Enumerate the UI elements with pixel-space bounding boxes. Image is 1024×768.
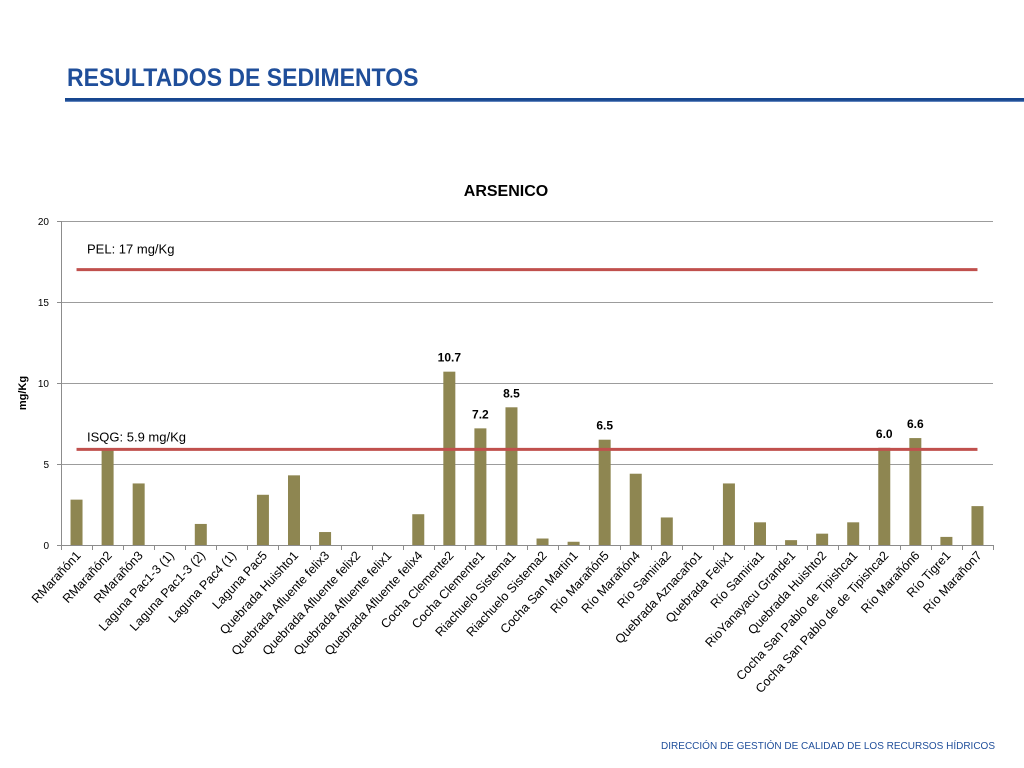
bar-17 — [567, 541, 580, 545]
chart-title: ARSENICO — [464, 183, 548, 200]
data-label-15: 8.5 — [503, 386, 520, 400]
bar-25 — [816, 533, 829, 545]
bar-19 — [629, 473, 642, 545]
title-underline — [65, 98, 1024, 102]
reference-lines: PEL: 17 mg/Kg ISQG: 5.9 mg/Kg — [76, 242, 978, 451]
bar-22 — [722, 483, 735, 545]
bar-8 — [288, 475, 300, 545]
bar-27 — [878, 447, 891, 545]
bar-24 — [785, 540, 798, 545]
bar-12 — [412, 514, 425, 545]
y-tick-label-15: 15 — [38, 298, 50, 309]
data-label-14: 7.2 — [472, 407, 489, 421]
y-tick-label-20: 20 — [38, 217, 50, 228]
bars — [70, 371, 984, 545]
bar-5 — [194, 523, 207, 545]
slide-title: RESULTADOS DE SEDIMENTOS — [67, 64, 419, 92]
bar-14 — [474, 428, 487, 545]
bar-30 — [971, 506, 984, 545]
bar-16 — [536, 538, 549, 545]
y-axis-label: mg/Kg — [17, 376, 29, 410]
bar-26 — [847, 522, 860, 545]
bar-29 — [940, 536, 953, 545]
y-tick-label-10: 10 — [38, 379, 50, 390]
data-label-13: 10.7 — [438, 351, 462, 365]
data-label-18: 6.5 — [596, 419, 613, 433]
reference-line-label-1: PEL: 17 mg/Kg — [87, 242, 174, 257]
bar-28 — [909, 438, 922, 545]
bar-2 — [101, 449, 114, 545]
y-tick-label-5: 5 — [43, 460, 49, 471]
bar-7 — [256, 494, 269, 545]
footer-text: DIRECCIÓN DE GESTIÓN DE CALIDAD DE LOS R… — [661, 741, 995, 752]
bar-13 — [443, 371, 456, 545]
bar-1 — [70, 499, 83, 545]
gridlines — [61, 221, 993, 465]
bar-15 — [505, 407, 518, 545]
bar-3 — [132, 483, 145, 545]
bar-18 — [598, 439, 611, 545]
data-label-28: 6.6 — [907, 417, 924, 431]
bar-9 — [319, 532, 332, 545]
bar-23 — [754, 522, 766, 545]
data-labels: 10.7 7.2 8.5 6.5 6.0 6.6 — [438, 351, 924, 441]
reference-line-label-2: ISQG: 5.9 mg/Kg — [87, 429, 186, 444]
y-tick-label-0: 0 — [43, 541, 49, 552]
data-label-27: 6.0 — [876, 427, 893, 441]
bar-20 — [660, 517, 673, 545]
axes: 0 5 10 15 20 — [38, 217, 994, 552]
